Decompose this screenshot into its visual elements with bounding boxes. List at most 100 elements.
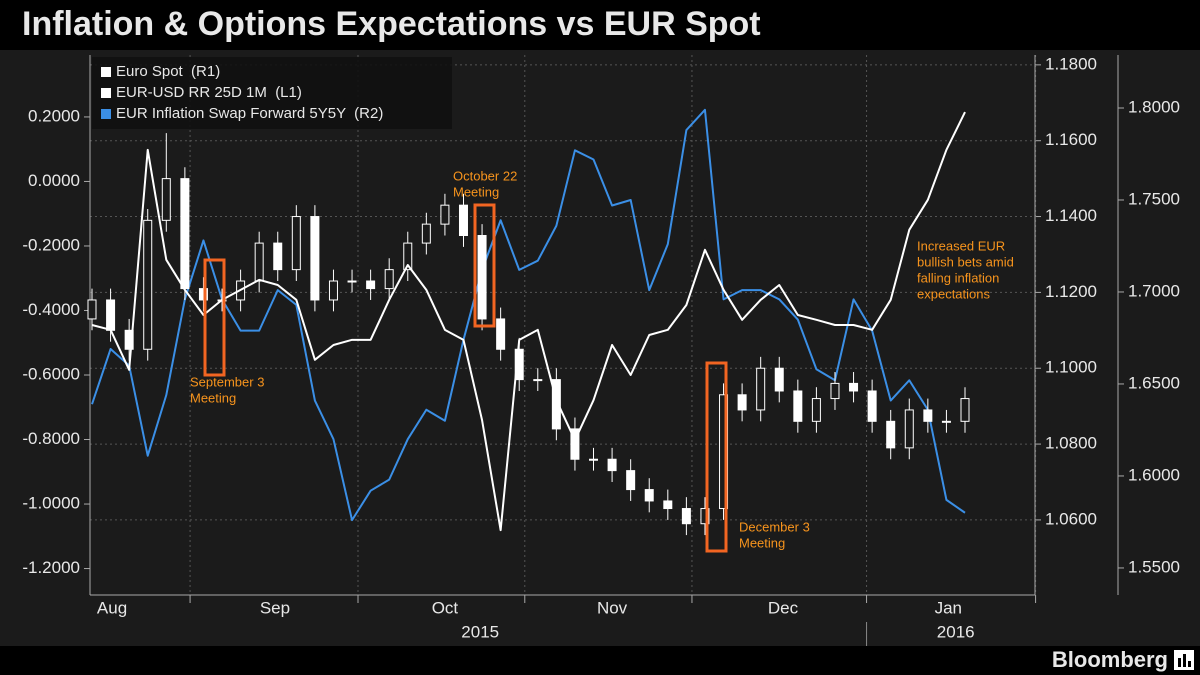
annotation: bullish bets amid [917,254,1014,269]
chart-area [0,50,1200,646]
candle-body [143,219,153,350]
candle-body [607,458,617,472]
annotation: Increased EUR [917,238,1005,253]
meeting-box [203,258,226,377]
y2-tick-label: 1.1000 [1045,358,1097,377]
candle-body [737,394,747,411]
candle-body [106,299,116,331]
logo-bar [1178,658,1181,667]
legend-swatch [101,88,111,98]
candle-body [774,367,784,392]
candle-body [328,280,338,301]
y2-tick-label: 1.1400 [1045,206,1097,225]
candle-body [923,409,933,422]
candle-body [626,470,636,491]
candle-body [87,299,97,320]
candle-body [793,390,803,422]
year-label: 2015 [461,622,499,641]
y3-tick-label: 1.6500 [1128,373,1180,392]
y3-tick-label: 1.7000 [1128,281,1180,300]
annotation: December 3 [739,519,810,534]
candle-body [421,223,431,244]
y-tick-label: -0.2000 [22,235,80,254]
annotation: October 22 [453,168,517,183]
legend-swatch [101,109,111,119]
candle-body [198,288,208,301]
candle-body [347,280,357,283]
candle-body [551,379,561,430]
legend-label: EUR-USD RR 25D 1M (L1) [116,84,302,101]
candle-body [273,242,283,271]
chart-title: Inflation & Options Expectations vs EUR … [22,5,761,43]
y-tick-label: -0.8000 [22,429,80,448]
y3-tick-label: 1.7500 [1128,189,1180,208]
candle-body [886,420,896,449]
annotation: Meeting [190,390,236,405]
x-tick-label: Dec [768,598,799,617]
candle-body [533,379,543,382]
candle-body [830,382,840,400]
candle-body [904,409,914,449]
candle-body [496,318,506,350]
candle-body [384,269,394,290]
y-tick-label: 0.2000 [28,106,80,125]
x-tick-label: Nov [597,598,628,617]
annotation: expectations [917,286,990,301]
candle-body [458,204,468,237]
candle-body [403,242,413,271]
annotation: Meeting [453,184,499,199]
candle-body [756,367,766,411]
x-tick-label: Aug [97,598,127,617]
candle-body [681,508,691,525]
x-tick-label: Jan [935,598,962,617]
series-line [91,108,966,522]
y2-tick-label: 1.1800 [1045,54,1097,73]
x-tick-label: Oct [432,598,459,617]
legend-box [92,57,452,129]
y3-tick-label: 1.8000 [1128,97,1180,116]
meeting-box [473,203,496,328]
y2-tick-label: 1.1200 [1045,282,1097,301]
annotation: September 3 [190,374,264,389]
year-label: 2016 [937,622,975,641]
candle-body [644,489,654,502]
legend-swatch [101,67,111,77]
legend-label: Euro Spot (R1) [116,63,220,80]
legend-label: EUR Inflation Swap Forward 5Y5Y (R2) [116,105,383,122]
candle-body [941,420,951,423]
annotation: Meeting [739,535,785,550]
candle-body [570,428,580,460]
meeting-box [705,361,728,553]
candle-body [849,382,859,392]
y2-tick-label: 1.1600 [1045,130,1097,149]
candle-body [254,242,264,282]
source: Bloomberg [1052,647,1168,672]
y-tick-label: 0.0000 [28,171,80,190]
candle-body [477,235,487,320]
candle-body [440,204,450,225]
candle-body [366,280,376,290]
candle-body [310,216,320,301]
y2-tick-label: 1.0600 [1045,509,1097,528]
candle-body [811,398,821,422]
y2-tick-label: 1.0800 [1045,434,1097,453]
candle-body [589,458,599,461]
annotation: falling inflation [917,270,999,285]
candle-body [291,216,301,271]
logo-bar [1183,654,1186,667]
candle-body [124,329,134,350]
series-line [91,111,966,532]
y-tick-label: -0.6000 [22,364,80,383]
candle-body [867,390,877,422]
y-tick-label: -0.4000 [22,300,80,319]
candle-body [663,500,673,510]
candle-body [719,394,729,510]
logo-bar [1188,661,1191,667]
candle-body [180,178,190,290]
candle-body [960,398,970,422]
candle-body [700,508,710,525]
y3-tick-label: 1.5500 [1128,557,1180,576]
y3-tick-label: 1.6000 [1128,465,1180,484]
y-tick-label: -1.2000 [22,558,80,577]
